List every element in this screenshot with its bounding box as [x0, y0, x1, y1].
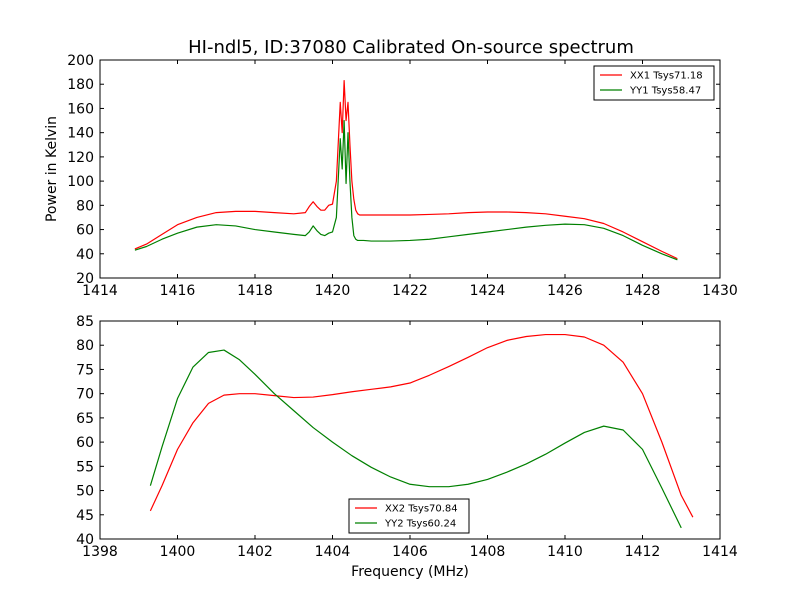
x-tick-label: 1414	[702, 544, 738, 560]
legend-label-yy2: YY2 Tsys60.24	[384, 519, 456, 530]
x-tick-label: 1430	[702, 283, 738, 299]
top-legend-box	[593, 65, 715, 101]
y-tick-label: 20	[76, 271, 94, 287]
y-tick-label: 55	[76, 459, 94, 475]
bottom-ticks-group: 1398 1400 1402 1404 1406 1408 1410 1412 1414 40 45…	[76, 314, 738, 560]
bottom-legend: XX2 Tsys70.84 YY2 Tsys60.24	[348, 498, 470, 534]
legend-label-xx1: XX1 Tsys71.18	[630, 71, 703, 82]
x-tick-label: 1418	[237, 283, 273, 299]
legend-label-yy1: YY1 Tsys58.47	[629, 86, 701, 97]
x-tick-label: 1428	[625, 283, 661, 299]
x-tick-label: 1412	[625, 544, 661, 560]
x-tick-label: 1424	[470, 283, 506, 299]
y-tick-label: 140	[67, 126, 94, 142]
y-tick-label: 200	[67, 53, 94, 69]
x-tick-label: 1406	[392, 544, 428, 560]
y-tick-label: 60	[76, 435, 94, 451]
top-spectrum-panel: HI-ndl5, ID:37080 Calibrated On-source s…	[44, 37, 738, 299]
y-tick-label: 40	[76, 247, 94, 263]
y-tick-label: 50	[76, 484, 94, 500]
legend-label-xx2: XX2 Tsys70.84	[385, 504, 458, 515]
bottom-plot-frame	[99, 320, 721, 540]
top-legend: XX1 Tsys71.18 YY1 Tsys58.47	[593, 65, 715, 101]
series-line-0-1	[134, 119, 678, 261]
y-tick-label: 80	[76, 338, 94, 354]
x-tick-label: 1408	[470, 544, 506, 560]
x-tick-label: 1414	[82, 283, 118, 299]
y-tick-label: 45	[76, 508, 94, 524]
x-tick-label: 1402	[237, 544, 273, 560]
y-tick-label: 180	[67, 77, 94, 93]
series-line-1-0	[149, 333, 694, 518]
series-line-0-0	[134, 79, 678, 260]
y-tick-label: 160	[67, 101, 94, 117]
y-tick-label: 65	[76, 411, 94, 427]
x-tick-label: 1420	[315, 283, 351, 299]
bottom-spectrum-panel: Frequency (MHz) 1398 1400 1402 1404 1406 1408…	[76, 314, 738, 580]
top-ticks-group: 1414 1416 1418 1420 1422 1424 1426 1428 1430 20 40…	[67, 53, 738, 299]
series-line-1-1	[149, 349, 682, 529]
x-tick-label: 1410	[547, 544, 583, 560]
bottom-legend-box	[348, 498, 470, 534]
top-plot-frame	[99, 59, 721, 279]
y-tick-label: 85	[76, 314, 94, 330]
y-axis-label: Power in Kelvin	[44, 116, 60, 222]
x-tick-label: 1398	[82, 544, 118, 560]
top-series-group	[134, 79, 678, 261]
x-tick-label: 1404	[315, 544, 351, 560]
y-tick-label: 75	[76, 362, 94, 378]
y-tick-label: 100	[67, 174, 94, 190]
bottom-series-group	[149, 333, 694, 529]
x-tick-label: 1426	[547, 283, 583, 299]
x-tick-label: 1416	[160, 283, 196, 299]
y-tick-label: 80	[76, 198, 94, 214]
x-tick-label: 1400	[160, 544, 196, 560]
x-tick-label: 1422	[392, 283, 428, 299]
y-tick-label: 40	[76, 532, 94, 548]
chart-title: HI-ndl5, ID:37080 Calibrated On-source s…	[188, 37, 634, 58]
y-tick-label: 70	[76, 387, 94, 403]
x-axis-label: Frequency (MHz)	[351, 564, 469, 580]
y-tick-label: 60	[76, 223, 94, 239]
y-tick-label: 120	[67, 150, 94, 166]
